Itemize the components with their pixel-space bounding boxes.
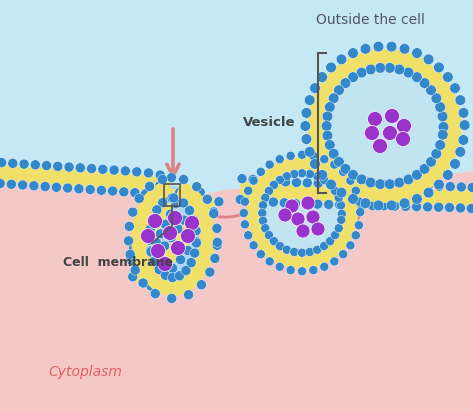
Circle shape [151, 191, 161, 201]
Circle shape [313, 178, 323, 188]
Circle shape [212, 238, 222, 247]
Circle shape [310, 83, 320, 93]
Circle shape [261, 193, 270, 202]
Circle shape [184, 290, 193, 300]
Circle shape [383, 125, 397, 141]
Circle shape [244, 186, 253, 195]
Polygon shape [308, 49, 462, 203]
Circle shape [7, 179, 17, 189]
Circle shape [239, 208, 248, 217]
Circle shape [143, 168, 154, 178]
Circle shape [395, 132, 411, 146]
Circle shape [435, 102, 446, 112]
Circle shape [434, 181, 444, 191]
Circle shape [138, 278, 148, 288]
Circle shape [155, 170, 165, 180]
Circle shape [348, 169, 359, 180]
Polygon shape [246, 157, 358, 269]
Circle shape [333, 85, 344, 95]
Circle shape [298, 150, 307, 159]
Circle shape [150, 243, 166, 259]
Circle shape [334, 193, 343, 202]
Circle shape [192, 182, 201, 192]
Circle shape [264, 231, 273, 240]
Circle shape [259, 175, 269, 185]
Circle shape [149, 247, 159, 257]
Circle shape [136, 220, 146, 230]
Circle shape [455, 147, 465, 157]
Circle shape [270, 176, 280, 186]
Circle shape [265, 160, 274, 169]
Circle shape [18, 180, 27, 190]
Circle shape [264, 175, 340, 251]
Circle shape [412, 170, 422, 180]
Circle shape [360, 198, 371, 208]
Circle shape [152, 205, 162, 215]
Circle shape [375, 179, 385, 189]
Circle shape [399, 44, 410, 54]
Circle shape [305, 169, 314, 178]
Circle shape [196, 227, 206, 237]
Circle shape [331, 187, 340, 195]
Circle shape [128, 207, 138, 217]
Circle shape [298, 267, 307, 276]
Circle shape [124, 222, 134, 231]
Circle shape [351, 231, 360, 240]
Circle shape [162, 193, 172, 203]
Circle shape [351, 186, 360, 195]
Circle shape [368, 201, 377, 210]
Circle shape [98, 164, 108, 174]
Circle shape [300, 121, 311, 131]
Circle shape [423, 181, 433, 191]
Circle shape [373, 139, 387, 153]
Circle shape [309, 151, 318, 160]
Circle shape [158, 256, 173, 272]
Circle shape [356, 174, 367, 185]
Circle shape [125, 249, 135, 259]
Circle shape [8, 158, 18, 169]
Circle shape [348, 48, 359, 58]
Polygon shape [0, 165, 172, 196]
Circle shape [249, 176, 258, 185]
Circle shape [145, 256, 155, 266]
Circle shape [53, 162, 63, 171]
Circle shape [412, 72, 422, 83]
Circle shape [458, 108, 469, 118]
Circle shape [19, 159, 29, 169]
Circle shape [385, 179, 395, 189]
Circle shape [196, 280, 206, 290]
Circle shape [458, 135, 469, 145]
Circle shape [412, 194, 422, 204]
Circle shape [163, 226, 177, 240]
Circle shape [346, 200, 356, 210]
Circle shape [159, 241, 170, 251]
Circle shape [320, 242, 329, 251]
Circle shape [325, 237, 334, 246]
Circle shape [339, 167, 348, 176]
Circle shape [306, 210, 320, 224]
Circle shape [186, 258, 196, 268]
Circle shape [209, 207, 219, 217]
Circle shape [173, 224, 183, 234]
Text: Vesicle: Vesicle [243, 116, 295, 129]
Circle shape [145, 235, 155, 245]
Circle shape [123, 236, 133, 246]
Circle shape [209, 208, 219, 219]
Circle shape [305, 147, 315, 157]
Circle shape [336, 187, 347, 198]
Circle shape [305, 95, 315, 106]
Circle shape [331, 72, 439, 180]
Circle shape [152, 238, 162, 248]
Circle shape [346, 241, 355, 250]
Circle shape [179, 215, 189, 225]
Circle shape [159, 272, 169, 282]
Circle shape [285, 199, 299, 213]
Polygon shape [239, 181, 473, 206]
Circle shape [334, 224, 343, 233]
Circle shape [419, 164, 430, 174]
Circle shape [335, 179, 345, 189]
Circle shape [325, 180, 334, 189]
Circle shape [190, 236, 200, 246]
Circle shape [426, 85, 436, 95]
